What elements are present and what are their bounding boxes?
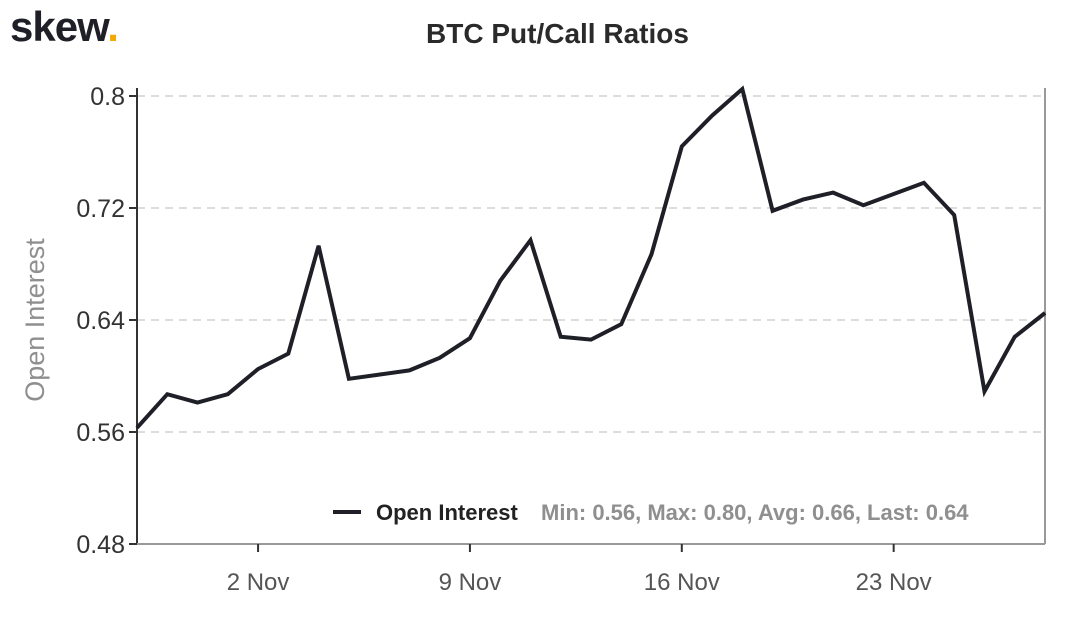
data-point <box>287 353 289 355</box>
axes <box>136 88 1046 545</box>
data-point <box>318 245 320 247</box>
data-point <box>166 393 168 395</box>
data-point <box>499 280 501 282</box>
gridlines <box>137 95 1045 433</box>
skew-logo: skew. <box>10 3 119 50</box>
data-point <box>1044 312 1046 314</box>
chart-title: BTC Put/Call Ratios <box>426 18 689 49</box>
data-point <box>136 427 138 429</box>
x-tick-label: 2 Nov <box>227 569 290 596</box>
y-tick-label: 0.56 <box>76 419 125 447</box>
data-point <box>923 182 925 184</box>
y-axis-label: Open Interest <box>20 238 50 402</box>
data-point <box>469 337 471 339</box>
y-axis-ticks: 0.8 0.72 0.64 0.56 0.48 <box>76 83 137 559</box>
x-tick-label: 16 Nov <box>644 569 720 596</box>
data-point <box>862 204 864 206</box>
data-point <box>741 88 743 90</box>
logo-text: skew <box>10 3 108 50</box>
data-point <box>651 253 653 255</box>
data-point <box>257 368 259 370</box>
data-point <box>681 145 683 147</box>
data-point <box>439 357 441 359</box>
legend-stats: Min: 0.56, Max: 0.80, Avg: 0.66, Last: 0… <box>541 500 969 525</box>
y-tick-label: 0.64 <box>76 307 125 335</box>
data-point <box>378 374 380 376</box>
data-point <box>953 214 955 216</box>
x-axis-ticks: 2 Nov 9 Nov 16 Nov 23 Nov <box>227 544 932 596</box>
logo-dot: . <box>107 3 119 50</box>
data-point <box>560 336 562 338</box>
data-point <box>348 378 350 380</box>
data-point <box>197 402 199 404</box>
data-point <box>590 339 592 341</box>
data-point <box>1014 336 1016 338</box>
data-point <box>227 393 229 395</box>
data-point <box>408 369 410 371</box>
data-point <box>772 210 774 212</box>
data-point <box>620 323 622 325</box>
y-tick-label: 0.48 <box>76 531 125 559</box>
legend-label-open-interest: Open Interest <box>376 500 518 525</box>
data-point <box>529 239 531 241</box>
legend[interactable]: Open Interest Min: 0.56, Max: 0.80, Avg:… <box>333 500 969 525</box>
data-point <box>711 115 713 117</box>
y-tick-label: 0.72 <box>76 195 125 223</box>
data-point <box>983 390 985 392</box>
x-tick-label: 23 Nov <box>856 569 932 596</box>
data-point <box>893 193 895 195</box>
series-line-open-interest <box>135 85 1047 430</box>
series-group <box>135 85 1047 430</box>
y-tick-label: 0.8 <box>90 83 125 111</box>
data-point <box>832 192 834 194</box>
x-tick-label: 9 Nov <box>439 569 502 596</box>
data-point <box>802 199 804 201</box>
